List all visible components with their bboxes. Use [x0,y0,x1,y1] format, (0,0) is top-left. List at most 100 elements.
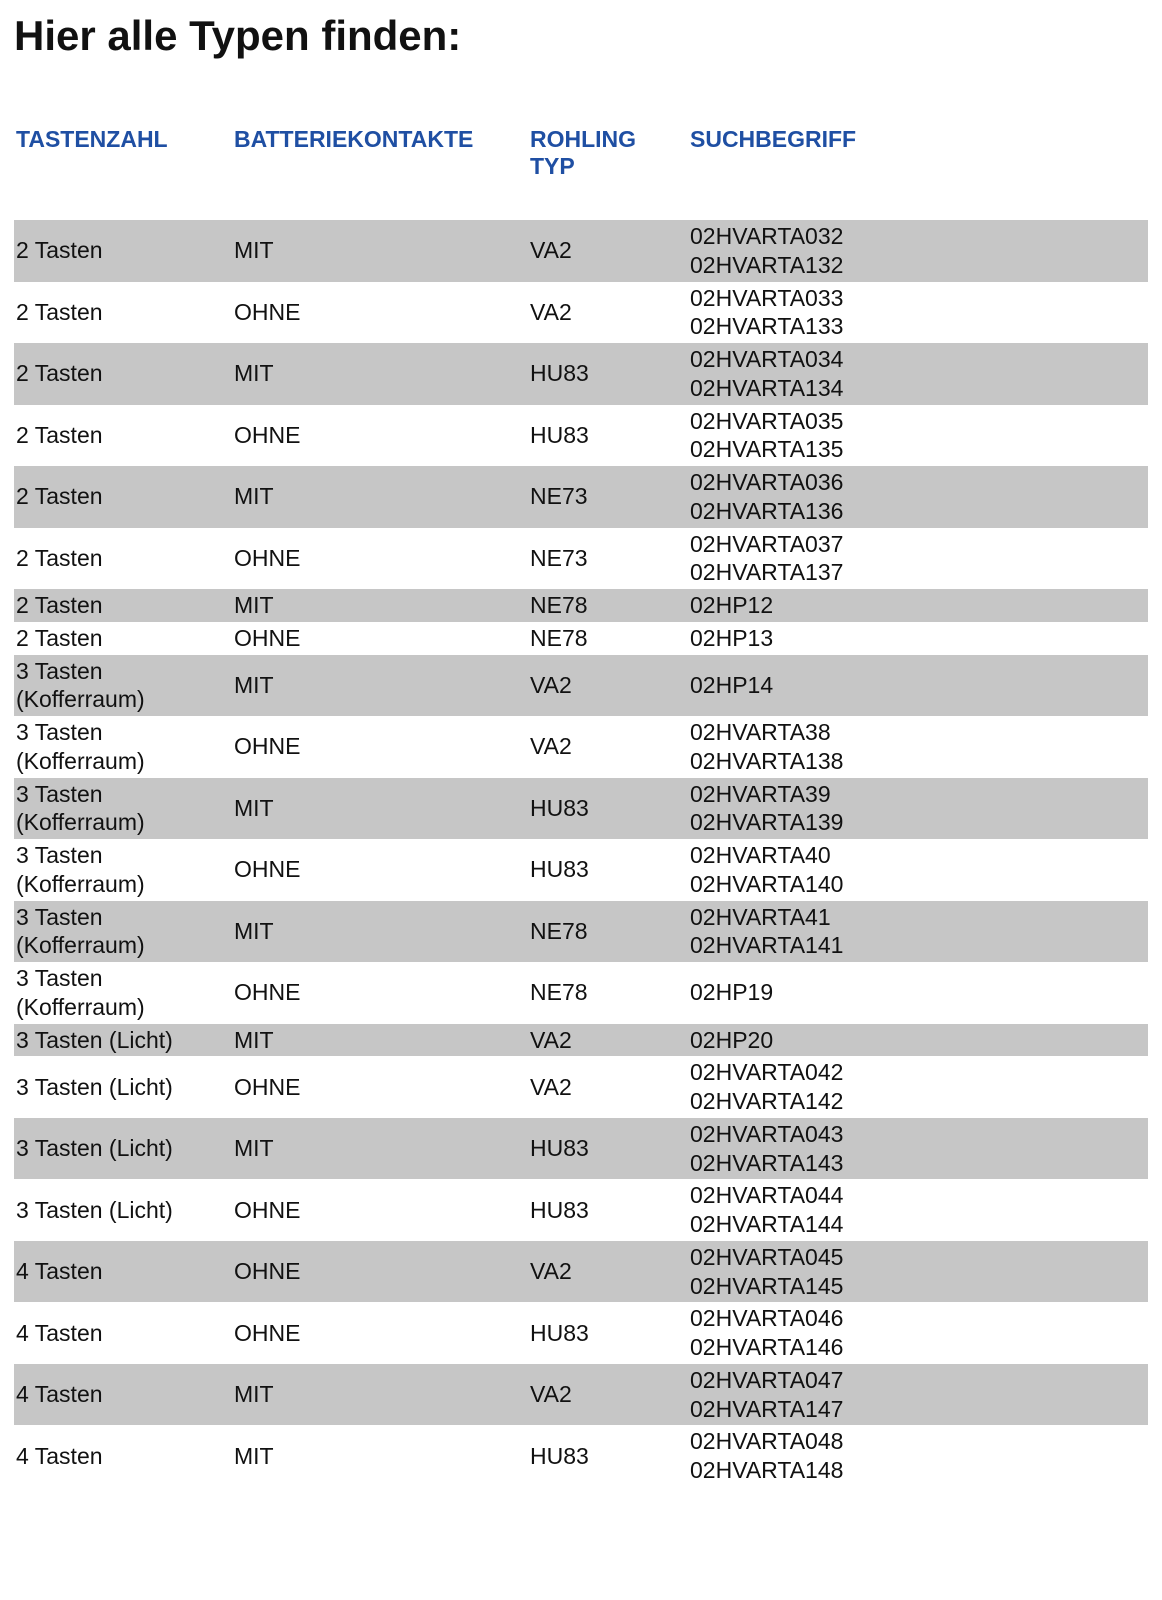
cell-tastenzahl: 4 Tasten [14,1425,232,1487]
cell-tastenzahl: 4 Tasten [14,1302,232,1364]
cell-rohling-typ: HU83 [528,1425,688,1487]
table-row: 3 Tasten (Kofferraum)OHNEHU8302HVARTA40 … [14,839,1148,901]
col-header-suchbegriff: SUCHBEGRIFF [688,120,1148,220]
cell-rohling-typ: NE78 [528,589,688,622]
cell-tastenzahl: 2 Tasten [14,405,232,467]
cell-rohling-typ: NE78 [528,962,688,1024]
cell-tastenzahl: 3 Tasten (Kofferraum) [14,962,232,1024]
table-row: 3 Tasten (Licht)OHNEHU8302HVARTA044 02HV… [14,1179,1148,1241]
col-header-tastenzahl: TASTENZAHL [14,120,232,220]
table-row: 3 Tasten (Licht)MITHU8302HVARTA043 02HVA… [14,1118,1148,1180]
cell-suchbegriff: 02HVARTA035 02HVARTA135 [688,405,1148,467]
cell-suchbegriff: 02HP14 [688,655,1148,717]
cell-rohling-typ: HU83 [528,343,688,405]
cell-rohling-typ: VA2 [528,1056,688,1118]
cell-batteriekontakte: MIT [232,901,528,963]
cell-batteriekontakte: OHNE [232,622,528,655]
cell-suchbegriff: 02HVARTA033 02HVARTA133 [688,282,1148,344]
table-row: 3 Tasten (Licht)MITVA202HP20 [14,1024,1148,1057]
types-table: TASTENZAHL BATTERIEKONTAKTE ROHLING TYP … [14,120,1148,1487]
cell-batteriekontakte: MIT [232,1364,528,1426]
table-row: 3 Tasten (Kofferraum)OHNEVA202HVARTA38 0… [14,716,1148,778]
cell-rohling-typ: HU83 [528,1179,688,1241]
cell-rohling-typ: NE78 [528,901,688,963]
cell-batteriekontakte: OHNE [232,962,528,1024]
table-row: 3 Tasten (Licht)OHNEVA202HVARTA042 02HVA… [14,1056,1148,1118]
table-row: 3 Tasten (Kofferraum)OHNENE7802HP19 [14,962,1148,1024]
cell-suchbegriff: 02HVARTA045 02HVARTA145 [688,1241,1148,1303]
cell-tastenzahl: 2 Tasten [14,282,232,344]
cell-tastenzahl: 3 Tasten (Licht) [14,1024,232,1057]
cell-rohling-typ: VA2 [528,1241,688,1303]
cell-tastenzahl: 3 Tasten (Kofferraum) [14,839,232,901]
cell-suchbegriff: 02HP13 [688,622,1148,655]
cell-suchbegriff: 02HVARTA40 02HVARTA140 [688,839,1148,901]
table-row: 2 TastenMITNE7802HP12 [14,589,1148,622]
cell-rohling-typ: VA2 [528,220,688,282]
cell-suchbegriff: 02HVARTA036 02HVARTA136 [688,466,1148,528]
cell-suchbegriff: 02HVARTA043 02HVARTA143 [688,1118,1148,1180]
cell-batteriekontakte: OHNE [232,528,528,590]
cell-tastenzahl: 4 Tasten [14,1364,232,1426]
cell-rohling-typ: VA2 [528,1364,688,1426]
cell-tastenzahl: 2 Tasten [14,220,232,282]
table-row: 4 TastenMITVA202HVARTA047 02HVARTA147 [14,1364,1148,1426]
cell-batteriekontakte: MIT [232,220,528,282]
table-row: 3 Tasten (Kofferraum)MITNE7802HVARTA41 0… [14,901,1148,963]
cell-batteriekontakte: OHNE [232,1056,528,1118]
cell-batteriekontakte: OHNE [232,1241,528,1303]
table-row: 4 TastenOHNEHU8302HVARTA046 02HVARTA146 [14,1302,1148,1364]
cell-tastenzahl: 3 Tasten (Licht) [14,1118,232,1180]
cell-suchbegriff: 02HVARTA048 02HVARTA148 [688,1425,1148,1487]
table-row: 3 Tasten (Kofferraum)MITHU8302HVARTA39 0… [14,778,1148,840]
cell-tastenzahl: 2 Tasten [14,466,232,528]
cell-tastenzahl: 3 Tasten (Licht) [14,1056,232,1118]
cell-batteriekontakte: OHNE [232,716,528,778]
col-header-rohling-typ: ROHLING TYP [528,120,688,220]
cell-batteriekontakte: OHNE [232,282,528,344]
cell-suchbegriff: 02HVARTA41 02HVARTA141 [688,901,1148,963]
cell-suchbegriff: 02HVARTA037 02HVARTA137 [688,528,1148,590]
cell-tastenzahl: 2 Tasten [14,528,232,590]
cell-rohling-typ: HU83 [528,778,688,840]
cell-batteriekontakte: MIT [232,589,528,622]
cell-rohling-typ: HU83 [528,1118,688,1180]
cell-suchbegriff: 02HVARTA39 02HVARTA139 [688,778,1148,840]
table-row: 2 TastenMITHU8302HVARTA034 02HVARTA134 [14,343,1148,405]
cell-batteriekontakte: MIT [232,778,528,840]
cell-suchbegriff: 02HVARTA042 02HVARTA142 [688,1056,1148,1118]
cell-suchbegriff: 02HVARTA047 02HVARTA147 [688,1364,1148,1426]
cell-tastenzahl: 2 Tasten [14,622,232,655]
table-header-row: TASTENZAHL BATTERIEKONTAKTE ROHLING TYP … [14,120,1148,220]
cell-tastenzahl: 2 Tasten [14,343,232,405]
cell-rohling-typ: HU83 [528,405,688,467]
page-title: Hier alle Typen finden: [14,12,1148,60]
cell-batteriekontakte: OHNE [232,1179,528,1241]
cell-batteriekontakte: MIT [232,655,528,717]
col-header-batteriekontakte: BATTERIEKONTAKTE [232,120,528,220]
cell-batteriekontakte: MIT [232,466,528,528]
cell-rohling-typ: NE78 [528,622,688,655]
table-row: 3 Tasten (Kofferraum)MITVA202HP14 [14,655,1148,717]
cell-rohling-typ: NE73 [528,528,688,590]
cell-batteriekontakte: OHNE [232,1302,528,1364]
cell-suchbegriff: 02HVARTA034 02HVARTA134 [688,343,1148,405]
table-row: 2 TastenOHNEVA202HVARTA033 02HVARTA133 [14,282,1148,344]
table-row: 2 TastenOHNENE7302HVARTA037 02HVARTA137 [14,528,1148,590]
cell-rohling-typ: HU83 [528,1302,688,1364]
table-row: 2 TastenOHNEHU8302HVARTA035 02HVARTA135 [14,405,1148,467]
cell-tastenzahl: 3 Tasten (Kofferraum) [14,716,232,778]
table-row: 2 TastenMITVA202HVARTA032 02HVARTA132 [14,220,1148,282]
cell-batteriekontakte: MIT [232,1425,528,1487]
cell-rohling-typ: VA2 [528,282,688,344]
cell-batteriekontakte: MIT [232,1118,528,1180]
table-row: 2 TastenMITNE7302HVARTA036 02HVARTA136 [14,466,1148,528]
cell-suchbegriff: 02HP20 [688,1024,1148,1057]
cell-suchbegriff: 02HVARTA046 02HVARTA146 [688,1302,1148,1364]
cell-tastenzahl: 4 Tasten [14,1241,232,1303]
table-row: 2 TastenOHNENE7802HP13 [14,622,1148,655]
cell-rohling-typ: NE73 [528,466,688,528]
cell-tastenzahl: 3 Tasten (Kofferraum) [14,655,232,717]
cell-batteriekontakte: MIT [232,1024,528,1057]
cell-suchbegriff: 02HP12 [688,589,1148,622]
